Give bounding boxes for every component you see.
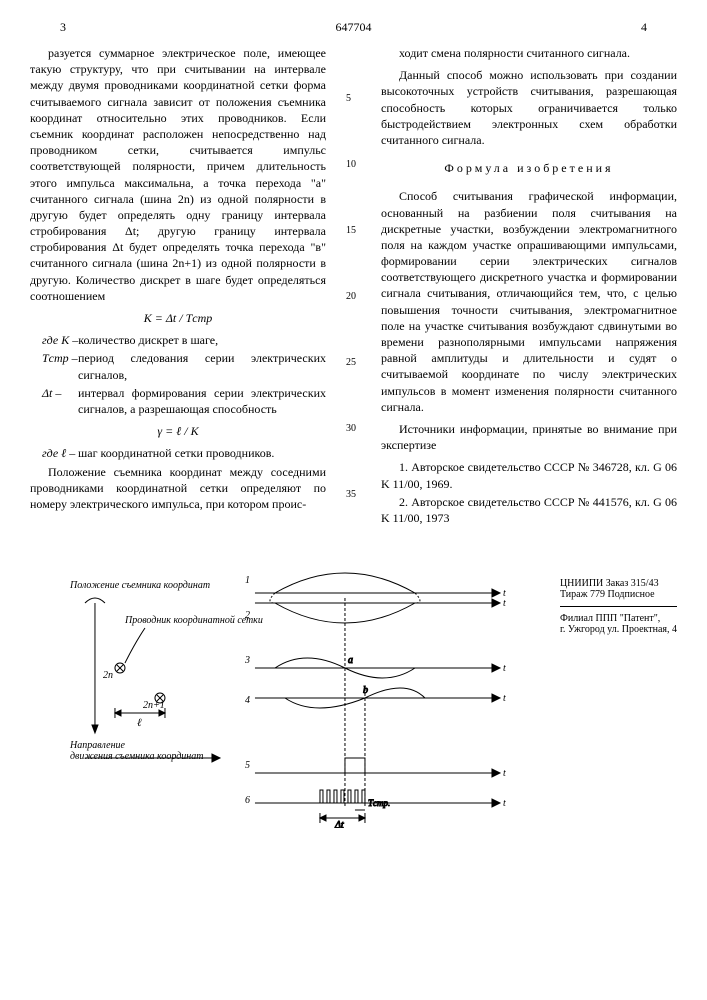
svg-text:t: t [503,693,506,704]
trace-number: 1 [245,575,250,586]
def-symbol: Δt – [42,385,78,417]
line-marker: 15 [346,225,361,236]
footer-line: Тираж 779 Подписное [560,589,677,600]
formula-k: K = Δt / Tстр [30,310,326,326]
svg-text:a: a [348,655,353,666]
definitions-block: где ℓ –шаг координатной сетки проводнико… [30,445,326,461]
references: 1. Авторское свидетельство СССР № 346728… [381,459,677,526]
trace-number: 3 [244,655,250,666]
footer-line: г. Ужгород ул. Проектная, 4 [560,624,677,635]
paragraph: Данный способ можно использовать при соз… [381,67,677,148]
paragraph: разуется суммарное электрическое поле, и… [30,45,326,304]
def-symbol: где K – [42,332,78,348]
svg-text:t: t [503,768,506,779]
fig-label-conductor: Проводник координатной сетки [124,615,263,626]
figure-block: Положение съемника координат Проводник к… [30,548,677,828]
trace-number: 4 [245,695,250,706]
line-marker: 20 [346,291,361,302]
page-number-right: 4 [641,20,647,35]
footer-line: ЦНИИПИ Заказ 315/43 [560,578,677,589]
fig-label-l: ℓ [137,717,142,729]
line-marker: 10 [346,159,361,170]
paragraph: Способ считывания графической информации… [381,188,677,415]
left-column: разуется суммарное электрическое поле, и… [30,45,326,528]
trace-number: 5 [245,760,250,771]
fig-label-position: Положение съемника координат [69,580,210,591]
line-marker: 35 [346,489,361,500]
fig-label-direction: Направлениедвижения съемника координат [69,740,203,762]
paragraph: ходит смена полярности считанного сигнал… [381,45,677,61]
trace-number: 6 [245,795,250,806]
def-symbol: Tстр – [42,350,78,382]
def-symbol: где ℓ – [42,445,78,461]
reference-item: 1. Авторское свидетельство СССР № 346728… [381,459,677,491]
def-text: количество дискрет в шаге, [78,332,218,348]
svg-text:Tстр.: Tстр. [368,798,390,808]
line-marker: 25 [346,357,361,368]
reference-item: 2. Авторское свидетельство СССР № 441576… [381,494,677,526]
definitions-block: где K –количество дискрет в шаге, Tстр –… [30,332,326,417]
svg-text:t: t [503,663,506,674]
paragraph: Положение съемника координат между сосед… [30,464,326,513]
waveform-diagram: Положение съемника координат Проводник к… [30,548,540,828]
def-text: шаг координатной сетки проводников. [78,445,274,461]
fig-label-2n1: 2n+1 [143,700,165,711]
formula-gamma: γ = ℓ / K [30,423,326,439]
svg-text:t: t [503,598,506,609]
footer-block: ЦНИИПИ Заказ 315/43 Тираж 779 Подписное … [550,578,677,828]
line-marker: 5 [346,93,361,104]
def-text: интервал формирования серии электрически… [78,385,326,417]
line-marker: 30 [346,423,361,434]
fig-label-2n: 2n [103,670,113,681]
svg-text:Δt: Δt [334,820,344,828]
def-text: период следования серии электрических си… [78,350,326,382]
trace-number: 2 [245,610,250,621]
section-title: Формула изобретения [381,160,677,176]
right-column: ходит смена полярности считанного сигнал… [381,45,677,528]
refs-title: Источники информации, принятые во вниман… [381,421,677,453]
line-number-markers: 5 10 15 20 25 30 35 [346,45,361,528]
page-number-left: 3 [60,20,66,35]
patent-number: 647704 [336,20,372,34]
svg-text:t: t [503,798,506,809]
footer-line: Филиал ППП "Патент", [560,613,677,624]
